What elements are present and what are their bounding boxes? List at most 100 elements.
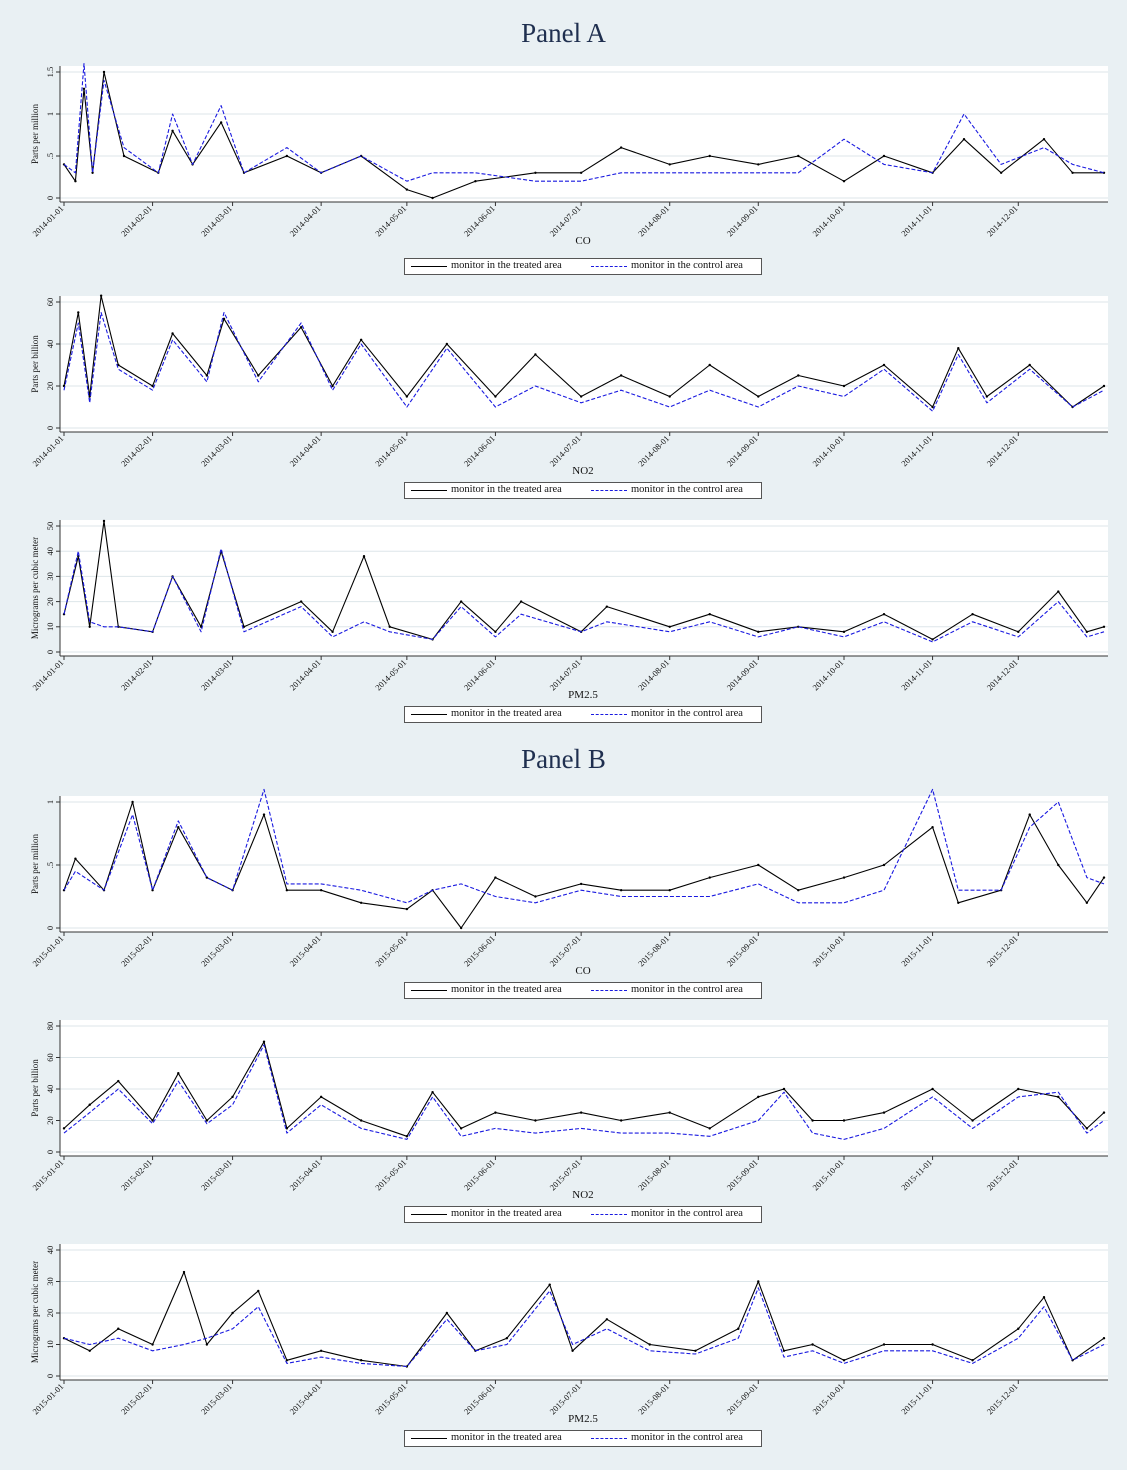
- treated-point: [619, 889, 623, 892]
- treated-point: [62, 1127, 66, 1130]
- treated-point: [359, 901, 363, 904]
- x-tick-label: 2015-08-01: [636, 1157, 671, 1192]
- control-series-line: [63, 311, 1105, 412]
- y-tick-label: 0: [45, 426, 55, 430]
- treated-point: [359, 1119, 363, 1122]
- treated-point: [534, 171, 537, 174]
- control-legend-key: [591, 266, 627, 267]
- y-tick-label: 20: [45, 382, 55, 391]
- treated-point: [971, 613, 974, 616]
- treated-point: [931, 1343, 934, 1346]
- x-tick-label: 2015-11-01: [899, 933, 934, 968]
- y-axis-title: Micrograms per cubic meter: [30, 537, 40, 639]
- x-tick-label: 2015-07-01: [547, 1381, 582, 1416]
- treated-legend-label: monitor in the treated area: [451, 984, 562, 995]
- x-tick-label: 2015-10-01: [810, 1157, 845, 1192]
- control-legend-key: [591, 1438, 627, 1439]
- treated-point: [319, 1349, 323, 1352]
- treated-point: [359, 1359, 363, 1362]
- x-tick-label: 2015-12-01: [985, 933, 1020, 968]
- control-legend-label: monitor in the control area: [631, 484, 743, 495]
- y-tick-label: 20: [45, 597, 55, 606]
- treated-point: [262, 1040, 266, 1043]
- y-tick-label: 80: [45, 1022, 55, 1031]
- x-tick-label: 2014-12-01: [985, 433, 1020, 468]
- x-tick-label: 2015-09-01: [725, 933, 760, 968]
- treated-point: [285, 1127, 289, 1130]
- y-axis-title: Parts per million: [30, 834, 40, 894]
- panel-a-title: Panel A: [521, 18, 606, 48]
- x-tick-label: 2015-11-01: [899, 1381, 934, 1416]
- x-tick-label: 2015-10-01: [810, 933, 845, 968]
- treated-point: [1085, 1127, 1089, 1130]
- treated-point: [882, 863, 886, 867]
- treated-point: [117, 1327, 120, 1330]
- treated-point: [1102, 384, 1106, 388]
- treated-series-line: [63, 71, 1104, 199]
- x-tick-label: 2014-04-01: [287, 433, 322, 468]
- treated-point: [579, 882, 583, 886]
- plot-area: [60, 796, 1108, 932]
- x-tick-label: 2015-02-01: [119, 1381, 154, 1416]
- treated-point: [1028, 813, 1031, 816]
- x-tick-label: 2015-05-01: [373, 1157, 408, 1192]
- plot-area: [60, 520, 1108, 656]
- treated-point: [117, 1079, 120, 1083]
- treated-point: [605, 1318, 609, 1321]
- plot-area: [60, 66, 1108, 202]
- x-axis-title: NO2: [572, 1189, 593, 1201]
- treated-point: [571, 1349, 574, 1352]
- x-tick-label: 2015-06-01: [462, 1381, 497, 1416]
- treated-point: [1028, 363, 1031, 367]
- legend: monitor in the treated area monitor in t…: [404, 706, 762, 723]
- treated-point: [811, 1119, 814, 1122]
- x-tick-label: 2015-08-01: [636, 1381, 671, 1416]
- y-tick-label: 0: [45, 196, 55, 200]
- treated-point: [299, 600, 303, 603]
- treated-point: [668, 625, 671, 628]
- treated-point: [534, 895, 537, 898]
- treated-point: [205, 374, 209, 377]
- treated-point: [985, 395, 989, 398]
- treated-point: [445, 342, 449, 346]
- treated-point: [971, 1119, 974, 1122]
- treated-point: [319, 1095, 323, 1099]
- treated-series-line: [63, 801, 1105, 929]
- treated-point: [782, 1087, 786, 1091]
- treated-point: [619, 146, 623, 149]
- treated-point: [605, 605, 609, 608]
- treated-point: [494, 630, 497, 634]
- x-tick-label: 2014-07-01: [547, 203, 582, 238]
- x-tick-label: 2015-12-01: [985, 1381, 1020, 1416]
- treated-point: [782, 1349, 786, 1352]
- treated-point: [757, 863, 760, 867]
- treated-point: [122, 154, 126, 158]
- treated-point: [931, 1087, 934, 1091]
- treated-point: [151, 384, 154, 388]
- treated-point: [505, 1337, 509, 1340]
- y-tick-label: 40: [45, 1246, 55, 1255]
- treated-point: [842, 1359, 846, 1362]
- treated-point: [797, 154, 800, 158]
- y-tick-label: 0: [45, 1150, 55, 1154]
- treated-point: [388, 625, 391, 628]
- treated-legend-key: [411, 266, 447, 267]
- x-tick-label: 2014-03-01: [199, 203, 234, 238]
- plot-area: [60, 1020, 1108, 1156]
- treated-point: [619, 1119, 623, 1122]
- treated-legend-label: monitor in the treated area: [451, 1208, 562, 1219]
- x-tick-label: 2015-05-01: [373, 933, 408, 968]
- x-tick-label: 2015-12-01: [985, 1157, 1020, 1192]
- treated-point: [431, 1090, 434, 1094]
- treated-point: [882, 363, 886, 367]
- x-tick-label: 2014-09-01: [725, 657, 760, 692]
- treated-point: [82, 87, 86, 90]
- x-tick-label: 2014-07-01: [547, 433, 582, 468]
- treated-point: [931, 826, 934, 829]
- treated-point: [811, 1343, 814, 1346]
- treated-point: [757, 395, 760, 398]
- treated-point: [431, 196, 434, 200]
- x-tick-label: 2014-10-01: [810, 433, 845, 468]
- treated-point: [362, 555, 366, 558]
